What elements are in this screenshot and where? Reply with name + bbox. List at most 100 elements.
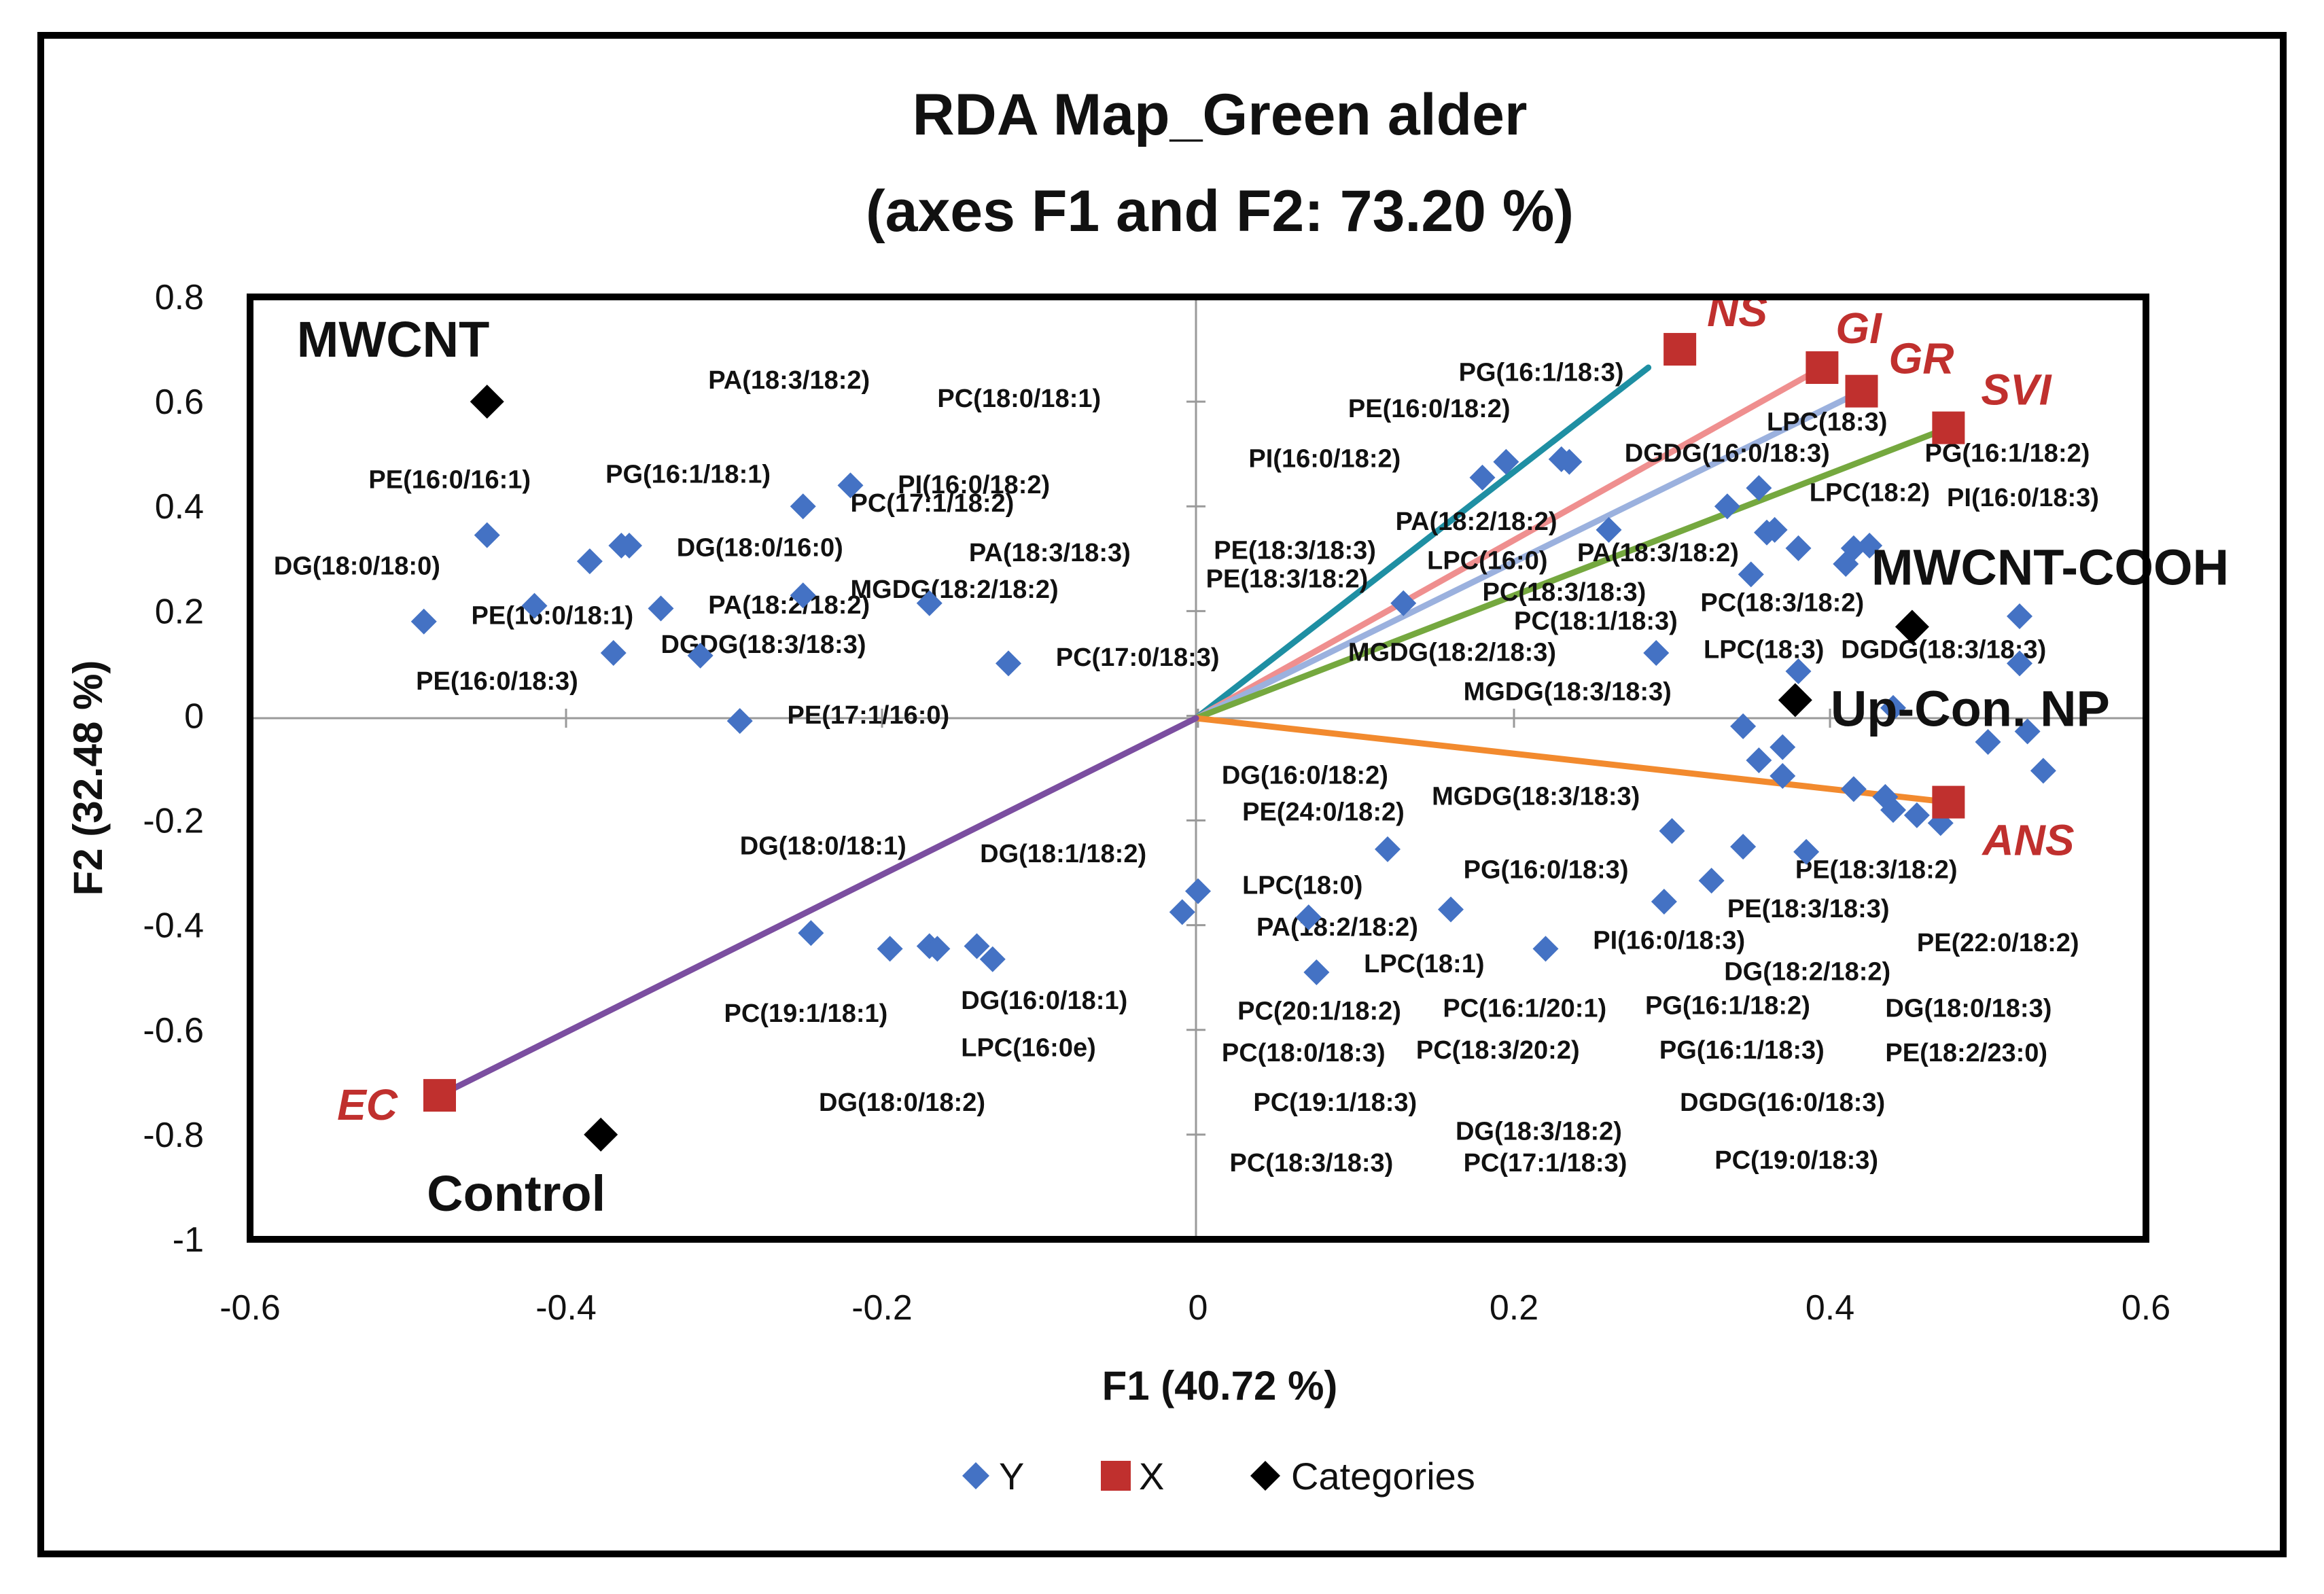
y-point[interactable] <box>410 608 437 635</box>
y-point[interactable] <box>790 493 816 520</box>
y-point[interactable] <box>1698 868 1725 894</box>
y-point[interactable] <box>474 522 500 548</box>
y-point[interactable] <box>1793 838 1820 865</box>
legend-y-marker <box>962 1462 989 1489</box>
y-point[interactable] <box>2007 650 2032 677</box>
y-point[interactable] <box>1903 802 1930 828</box>
y-point[interactable] <box>600 639 627 666</box>
legend-item-categories[interactable]: Categories <box>1250 1455 1475 1498</box>
vector-svi <box>1193 425 1952 722</box>
y-point[interactable] <box>2014 718 2041 745</box>
y-point[interactable] <box>964 933 990 959</box>
y-point[interactable] <box>1880 694 1906 721</box>
y-point[interactable] <box>837 472 864 499</box>
y-tick-label: -0.4 <box>143 906 204 946</box>
y-point[interactable] <box>1375 836 1401 862</box>
legend-item-x[interactable]: X <box>1101 1455 1164 1498</box>
vector-ns <box>1193 364 1652 722</box>
legend-categories-label: Categories <box>1291 1455 1475 1498</box>
y-tick-label: -0.6 <box>143 1011 204 1050</box>
point-label: PC(18:1/18:3) <box>1514 607 1678 635</box>
y-point[interactable] <box>2007 603 2032 630</box>
point-label: LPC(18:3) <box>1767 408 1887 436</box>
y-point[interactable] <box>1532 936 1559 962</box>
y-point[interactable] <box>1880 797 1906 823</box>
y-point[interactable] <box>1730 834 1757 860</box>
y-point[interactable] <box>1390 590 1417 616</box>
y-point[interactable] <box>1785 535 1812 561</box>
y-point[interactable] <box>1303 959 1330 986</box>
legend-x-marker <box>1101 1461 1131 1491</box>
point-label: PC(19:1/18:1) <box>724 999 888 1028</box>
y-point[interactable] <box>521 592 548 619</box>
point-label: LPC(16:0e) <box>961 1033 1096 1062</box>
y-point[interactable] <box>1438 896 1464 923</box>
y-point[interactable] <box>1770 734 1796 760</box>
x-point-ns[interactable] <box>1663 333 1697 366</box>
y-point[interactable] <box>1659 817 1685 844</box>
y-point[interactable] <box>1840 776 1867 802</box>
point-label: DGDG(16:0/18:3) <box>1680 1088 1885 1117</box>
point-label: PE(18:3/18:2) <box>1795 855 1958 884</box>
y-point[interactable] <box>790 582 816 609</box>
y-tick-label: -0.2 <box>143 802 204 841</box>
y-point[interactable] <box>1596 516 1622 543</box>
legend-y-label: Y <box>999 1455 1024 1498</box>
point-label: PC(18:3/18:2) <box>1700 588 1864 617</box>
chart-subtitle: (axes F1 and F2: 73.20 %) <box>866 179 1574 244</box>
x-point-ans[interactable] <box>1932 785 1965 819</box>
category-point[interactable] <box>470 385 504 419</box>
y-point[interactable] <box>1746 475 1772 501</box>
y-point[interactable] <box>1856 533 1883 559</box>
legend-item-y[interactable]: Y <box>962 1455 1024 1498</box>
category-label: MWCNT <box>297 311 490 368</box>
category-point[interactable] <box>1895 609 1929 644</box>
y-point[interactable] <box>1770 763 1796 790</box>
y-point[interactable] <box>1714 493 1740 520</box>
y-point[interactable] <box>916 590 943 616</box>
y-point[interactable] <box>924 936 951 962</box>
y-point[interactable] <box>1185 878 1211 904</box>
y-point[interactable] <box>648 595 674 622</box>
point-label: PG(16:1/18:3) <box>1659 1036 1825 1065</box>
y-point[interactable] <box>798 920 824 946</box>
x-point-svi[interactable] <box>1932 411 1965 444</box>
category-label: MWCNT-COOH <box>1871 539 2229 595</box>
y-point[interactable] <box>1295 904 1322 931</box>
chart-title: RDA Map_Green alder <box>913 82 1528 147</box>
y-point[interactable] <box>1556 448 1583 475</box>
x-point-ec[interactable] <box>423 1079 456 1112</box>
category-point[interactable] <box>1778 683 1812 718</box>
x-point-gr[interactable] <box>1845 374 1878 408</box>
y-point[interactable] <box>1643 639 1670 666</box>
y-point[interactable] <box>576 548 603 575</box>
y-point[interactable] <box>1169 899 1195 925</box>
point-label: PE(17:1/16:0) <box>788 701 950 730</box>
y-point[interactable] <box>1746 747 1772 773</box>
y-point[interactable] <box>1761 516 1788 543</box>
y-point[interactable] <box>1469 464 1496 491</box>
category-point[interactable] <box>584 1117 618 1152</box>
y-point[interactable] <box>2030 758 2056 784</box>
y-point[interactable] <box>1730 713 1757 739</box>
y-point[interactable] <box>1493 448 1519 475</box>
vector-gr <box>1193 388 1865 722</box>
point-label: PI(16:0/18:3) <box>1947 484 2099 512</box>
y-point[interactable] <box>996 650 1021 677</box>
y-point[interactable] <box>979 946 1006 972</box>
y-point[interactable] <box>1840 535 1867 561</box>
point-label: PE(18:3/18:2) <box>1206 565 1369 594</box>
y-point[interactable] <box>1738 561 1764 588</box>
point-label: PC(18:3/18:3) <box>1230 1149 1394 1177</box>
y-tick-label: 0.8 <box>155 278 204 317</box>
y-point[interactable] <box>1975 728 2001 755</box>
point-label: MGDG(18:2/18:3) <box>1348 639 1556 667</box>
x-point-gi[interactable] <box>1806 351 1839 385</box>
point-label: DG(16:0/18:2) <box>1222 762 1388 790</box>
y-point[interactable] <box>877 936 903 962</box>
y-point[interactable] <box>687 642 714 669</box>
y-point[interactable] <box>1785 658 1812 684</box>
y-point[interactable] <box>616 533 642 559</box>
y-point[interactable] <box>1651 888 1677 915</box>
y-point[interactable] <box>726 708 753 734</box>
